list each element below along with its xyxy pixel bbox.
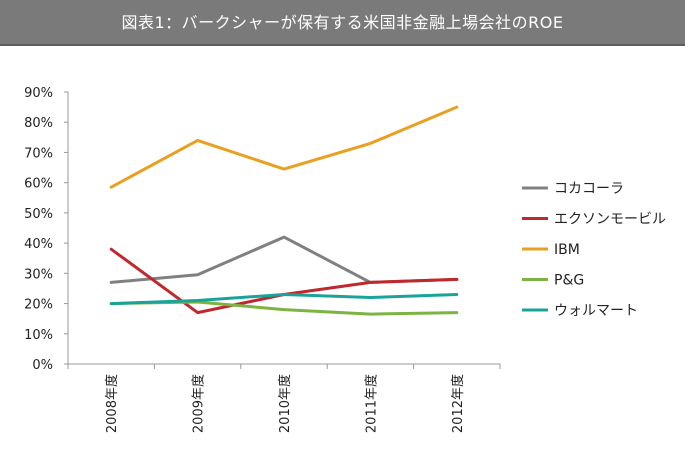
y-axis: 0% 10% 20% 30% 40% 50% 60% 70% 80% 90% bbox=[24, 86, 69, 373]
legend-label: コカコーラ bbox=[554, 181, 624, 197]
series-lines bbox=[109, 105, 459, 316]
x-tick-label: 2012年度 bbox=[450, 374, 466, 433]
legend-label: エクソンモービル bbox=[554, 212, 666, 228]
y-tick-label: 0% bbox=[32, 358, 53, 373]
y-tick-label: 50% bbox=[24, 207, 53, 222]
x-tick-label: 2011年度 bbox=[363, 374, 379, 433]
title-bar: 図表1：バークシャーが保有する米国非金融上場会社のROE bbox=[0, 0, 685, 46]
y-tick-label: 90% bbox=[24, 86, 53, 101]
y-tick-label: 80% bbox=[24, 116, 53, 131]
series-line-0 bbox=[109, 235, 459, 284]
y-tick-label: 70% bbox=[24, 146, 53, 161]
y-tick-label: 30% bbox=[24, 267, 53, 282]
x-tick-label: 2009年度 bbox=[191, 374, 207, 433]
series-line-4 bbox=[109, 293, 459, 306]
x-tick-label: 2010年度 bbox=[277, 374, 293, 433]
y-tick-label: 10% bbox=[24, 328, 53, 343]
chart-title: 図表1：バークシャーが保有する米国非金融上場会社のROE bbox=[121, 13, 564, 32]
series-line-3 bbox=[109, 300, 459, 316]
legend-label: ウォルマート bbox=[554, 303, 638, 319]
y-tick-label: 40% bbox=[24, 237, 53, 252]
y-tick-label: 20% bbox=[24, 298, 53, 313]
legend-label: P&G bbox=[554, 273, 584, 289]
x-tick-label: 2008年度 bbox=[104, 374, 120, 433]
y-tick-label: 60% bbox=[24, 177, 53, 192]
legend-label: IBM bbox=[554, 242, 580, 258]
x-axis: 2008年度 2009年度 2010年度 2011年度 2012年度 bbox=[67, 363, 501, 433]
series-line-2 bbox=[109, 105, 459, 189]
